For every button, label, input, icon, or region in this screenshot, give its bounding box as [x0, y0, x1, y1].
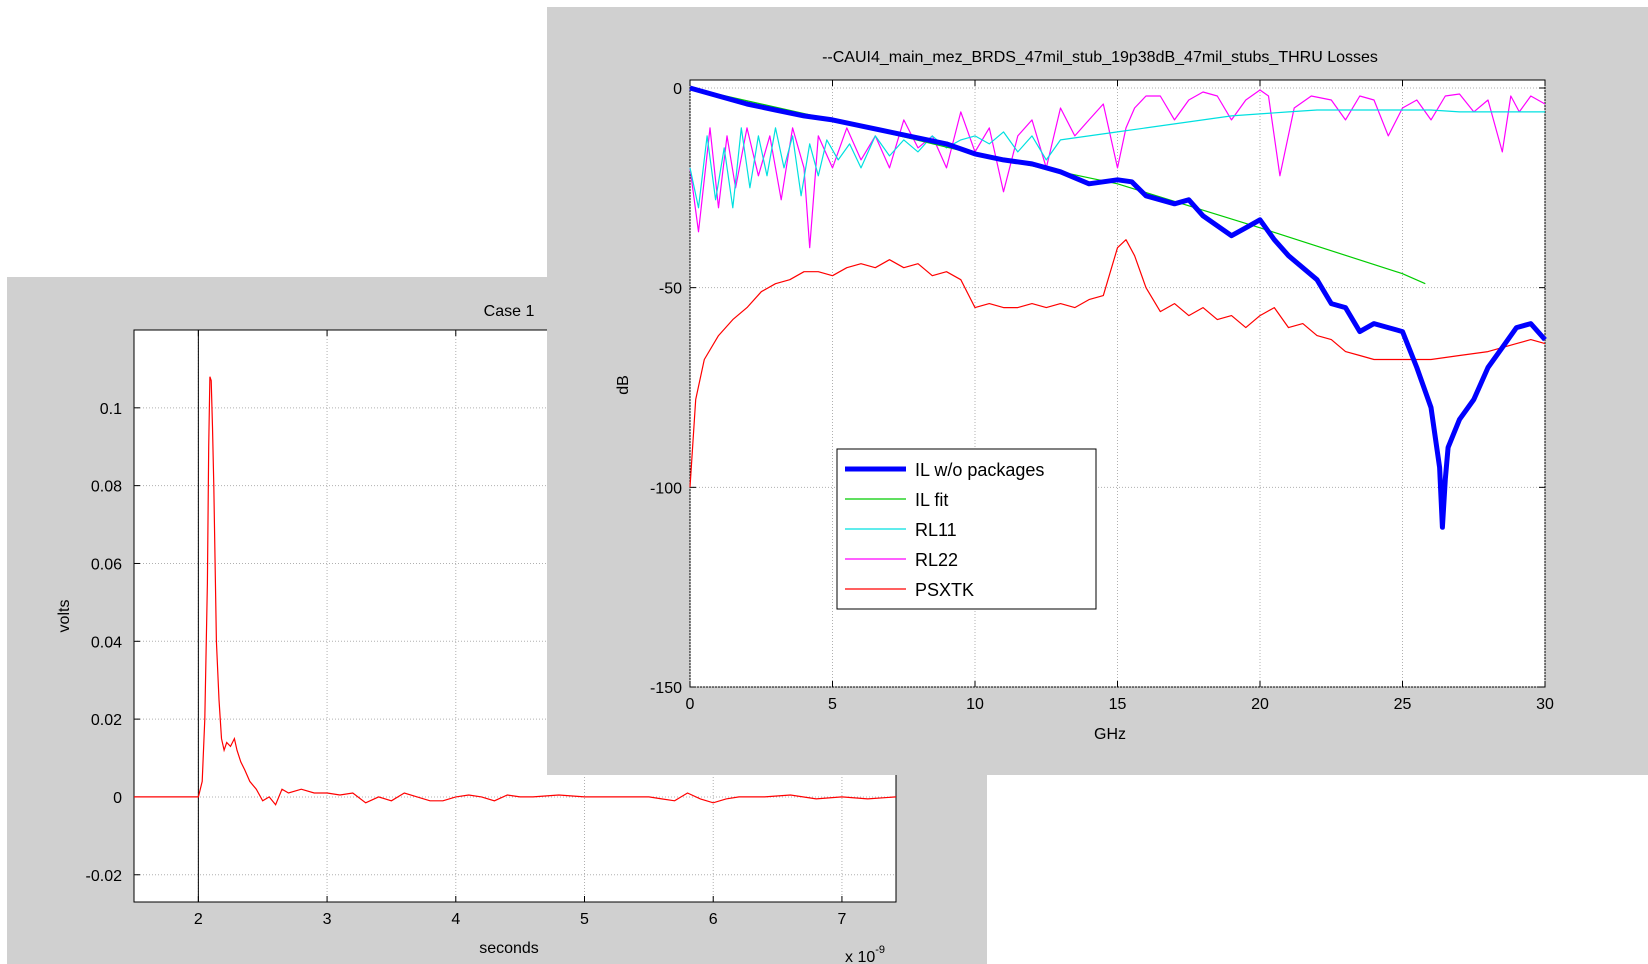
thru-legend-label: RL22	[915, 550, 958, 570]
case1-x-axis-label: seconds	[479, 940, 539, 957]
case1-series-line	[134, 376, 897, 806]
thru-series-line-0	[689, 85, 1547, 530]
thru-legend: IL w/o packages IL fit RL11 RL22 PSXTK	[836, 448, 1097, 610]
case1-x-multiplier-exponent: -9	[875, 944, 885, 956]
thru-chart-title: --CAUI4_main_mez_BRDS_47mil_stub_19p38dB…	[822, 49, 1378, 66]
thru-y-tick-label: 0	[673, 81, 682, 98]
thru-x-axis-label: GHz	[1094, 726, 1126, 743]
case1-y-axis-label: volts	[56, 600, 73, 633]
thru-axis-ticks: 0 5 10 15 20 25 30 -150 -100 -50 0	[650, 80, 1554, 713]
thru-legend-label: IL fit	[915, 490, 948, 510]
thru-losses-figure-window[interactable]: 0 5 10 15 20 25 30 -150 -100 -50 0 --CAUI4_main_me…	[547, 7, 1648, 775]
case1-y-tick-label: -0.02	[86, 868, 123, 885]
thru-x-tick-label: 30	[1536, 696, 1554, 713]
case1-x-tick-label: 6	[709, 911, 718, 928]
thru-x-tick-label: 5	[828, 696, 837, 713]
case1-y-tick-label: 0	[113, 790, 122, 807]
case1-y-tick-label: 0.06	[91, 556, 122, 573]
thru-series-line-4	[689, 239, 1546, 488]
case1-x-multiplier: x 10-9	[845, 944, 885, 964]
thru-legend-label: RL11	[915, 520, 957, 540]
thru-legend-label: IL w/o packages	[915, 460, 1044, 480]
case1-x-tick-label: 5	[580, 911, 589, 928]
case1-y-tick-label: 0.02	[91, 712, 122, 729]
case1-x-multiplier-base: x 10	[845, 949, 875, 964]
thru-series-group	[689, 85, 1547, 530]
thru-y-axis-label: dB	[615, 375, 632, 395]
case1-x-tick-label: 3	[323, 911, 332, 928]
thru-series-line-3	[689, 89, 1546, 249]
thru-y-tick-label: -100	[650, 480, 682, 497]
case1-chart-title: Case 1	[484, 303, 535, 320]
thru-legend-label: PSXTK	[915, 580, 974, 600]
case1-y-tick-label: 0.04	[91, 634, 122, 651]
thru-x-tick-label: 25	[1394, 696, 1412, 713]
thru-grid	[689, 80, 1546, 688]
case1-y-tick-label: 0.08	[91, 479, 122, 496]
thru-x-tick-label: 20	[1251, 696, 1269, 713]
thru-x-tick-label: 15	[1109, 696, 1127, 713]
case1-x-tick-label: 7	[837, 911, 846, 928]
case1-x-tick-label: 4	[451, 911, 460, 928]
thru-series-line-2	[689, 109, 1545, 209]
thru-y-tick-label: -150	[650, 680, 682, 697]
thru-y-tick-label: -50	[659, 281, 682, 298]
thru-x-tick-label: 10	[966, 696, 984, 713]
case1-y-tick-label: 0.1	[100, 401, 122, 418]
case1-x-tick-label: 2	[194, 911, 203, 928]
thru-x-tick-label: 0	[686, 696, 695, 713]
